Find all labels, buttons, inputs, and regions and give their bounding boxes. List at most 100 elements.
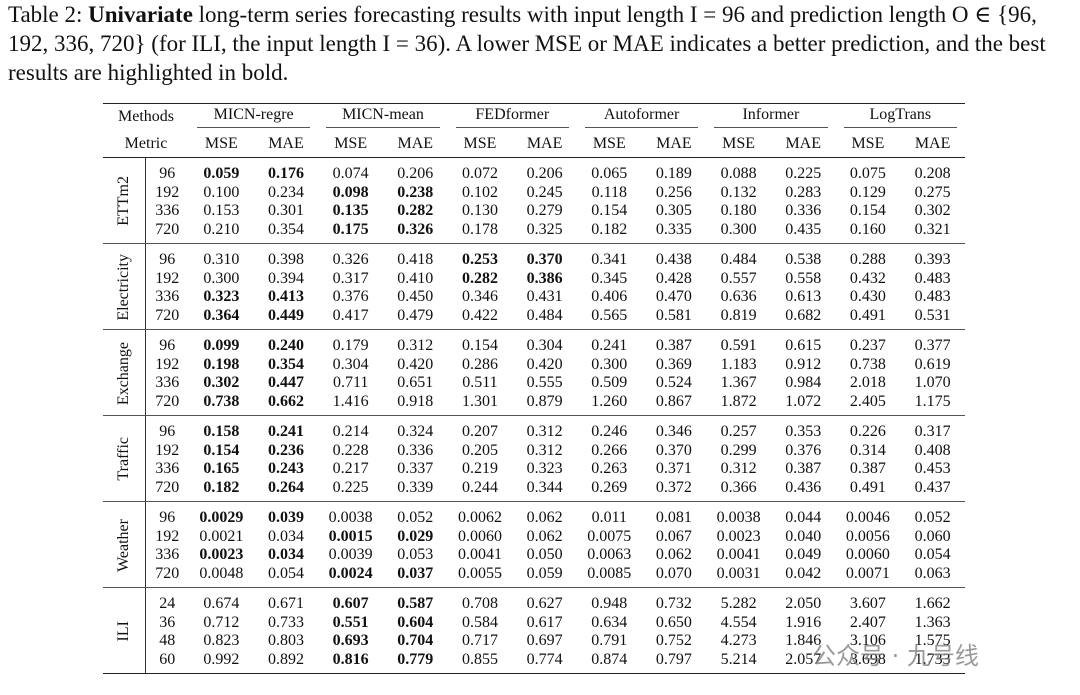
value-cell: 0.912 (785, 355, 822, 373)
value-cell: 1.733 (900, 650, 965, 674)
value-cell: 0.0023 (716, 527, 761, 545)
horizon: 36 (159, 613, 176, 631)
value-cell: 0.040 (785, 527, 822, 545)
value-cell: 1.183 (720, 355, 757, 373)
value-cell: 0.587 (397, 595, 434, 612)
value-cell: 0.154 (849, 202, 886, 219)
value-cell: 1.363 (914, 613, 951, 631)
value-cell: 0.436 (770, 478, 836, 502)
value-cell: 0.067 (655, 527, 692, 545)
value-cell: 0.431 (526, 288, 563, 305)
metric-name: MSE (835, 130, 901, 158)
data-row: Electricity 96 0.310 0.398 0.326 0.418 0.253 0.… (103, 243, 965, 330)
value-cell: 0.867 (641, 392, 707, 416)
value-cell: 0.712 (203, 613, 240, 631)
value-cell: 0.674 (203, 595, 240, 612)
value-cell: 0.301 (267, 202, 304, 219)
value-cell: 0.062 (526, 527, 563, 545)
value-cell: 0.044 (785, 509, 822, 526)
data-row: Exchange 96 0.099 0.240 0.179 0.312 0.154 0.304… (103, 329, 965, 416)
value-cell: 0.346 (655, 423, 692, 440)
horizon: 720 (145, 564, 189, 588)
data-row: 336 0.302 0.447 0.711 0.651 0.511 0.555 0.509 0.… (103, 374, 965, 393)
value-cell: 0.453 (914, 460, 951, 477)
value-cell: 0.304 (526, 337, 563, 354)
value-cell: 0.256 (655, 183, 692, 201)
value-cell: 2.407 (849, 613, 886, 631)
value-cell: 0.551 (332, 613, 369, 631)
value-cell: 0.129 (849, 183, 886, 201)
caption-text: long-term series forecasting results wit… (8, 2, 1046, 85)
value-cell: 1.301 (447, 392, 513, 416)
value-cell: 0.302 (203, 374, 240, 391)
value-cell: 0.394 (267, 269, 304, 287)
metric-name: MSE (706, 130, 771, 158)
horizon: 96 (159, 509, 176, 526)
value-cell: 0.217 (332, 460, 369, 477)
value-cell: 0.205 (461, 441, 498, 459)
horizon: 720 (145, 220, 189, 244)
value-cell: 0.604 (397, 613, 434, 631)
value-cell: 0.992 (189, 650, 254, 674)
data-row: 336 0.323 0.413 0.376 0.450 0.346 0.431 0.406 0.… (103, 288, 965, 307)
horizon: 96 (159, 165, 176, 182)
value-cell: 0.779 (382, 650, 448, 674)
value-cell: 0.288 (849, 251, 886, 268)
value-cell: 0.339 (382, 478, 448, 502)
value-cell: 0.738 (189, 392, 254, 416)
value-cell: 0.283 (785, 183, 822, 201)
data-row: 60 0.992 0.892 0.816 0.779 0.855 0.774 0.874 0.7… (103, 650, 965, 674)
data-row: 192 0.300 0.394 0.317 0.410 0.282 0.386 0.345 0.… (103, 270, 965, 289)
group-cell: Weather (103, 501, 146, 588)
value-cell: 0.636 (720, 288, 757, 305)
value-cell: 0.354 (267, 355, 304, 373)
method-name: FEDformer (455, 106, 569, 129)
value-cell: 0.263 (591, 460, 628, 477)
value-cell: 0.0039 (328, 546, 373, 563)
value-cell: 0.0063 (587, 546, 632, 563)
results-table: Methods MICN-regre MICN-mean FEDformer Autof… (103, 103, 965, 674)
group-cell: Exchange (103, 329, 146, 416)
group-cell: Traffic (103, 415, 146, 502)
value-cell: 0.855 (447, 650, 513, 674)
value-cell: 0.406 (591, 288, 628, 305)
value-cell: 1.260 (576, 392, 642, 416)
value-cell: 0.607 (332, 595, 369, 612)
value-cell: 1.175 (900, 392, 965, 416)
value-cell: 0.613 (785, 288, 822, 305)
header-row: Methods MICN-regre MICN-mean FEDformer Autof… (103, 103, 965, 131)
value-cell: 0.326 (332, 251, 369, 268)
metric-name: MAE (512, 130, 577, 158)
value-cell: 0.386 (526, 269, 563, 287)
value-cell: 0.738 (849, 355, 886, 373)
value-cell: 0.0041 (457, 546, 502, 563)
value-cell: 0.0038 (716, 509, 761, 526)
value-cell: 0.243 (267, 460, 304, 477)
horizon: 192 (155, 355, 180, 373)
horizon: 192 (155, 269, 180, 287)
value-cell: 0.662 (253, 392, 319, 416)
value-cell: 0.178 (447, 220, 513, 244)
value-cell: 0.299 (720, 441, 757, 459)
value-cell: 0.511 (462, 374, 498, 391)
value-cell: 0.314 (849, 441, 886, 459)
value-cell: 0.070 (641, 564, 707, 588)
value-cell: 0.059 (203, 165, 240, 182)
value-cell: 0.984 (785, 374, 822, 391)
value-cell: 0.154 (591, 202, 628, 219)
value-cell: 0.062 (655, 546, 692, 563)
data-row: 192 0.0021 0.034 0.0015 0.029 0.0060 0.062 0.00… (103, 528, 965, 547)
value-cell: 0.245 (526, 183, 563, 201)
data-row: Weather 96 0.0029 0.039 0.0038 0.052 0.0062 0.0… (103, 501, 965, 588)
value-cell: 0.449 (253, 306, 319, 330)
value-cell: 0.244 (447, 478, 513, 502)
value-cell: 0.733 (267, 613, 304, 631)
value-cell: 0.450 (397, 288, 434, 305)
caption-label: Table 2: (8, 2, 83, 27)
value-cell: 0.225 (318, 478, 383, 502)
value-cell: 0.154 (203, 441, 240, 459)
data-row: 36 0.712 0.733 0.551 0.604 0.584 0.617 0.634 0.6… (103, 614, 965, 633)
value-cell: 0.034 (267, 546, 304, 563)
value-cell: 0.0071 (835, 564, 901, 588)
value-cell: 0.0015 (328, 527, 373, 545)
